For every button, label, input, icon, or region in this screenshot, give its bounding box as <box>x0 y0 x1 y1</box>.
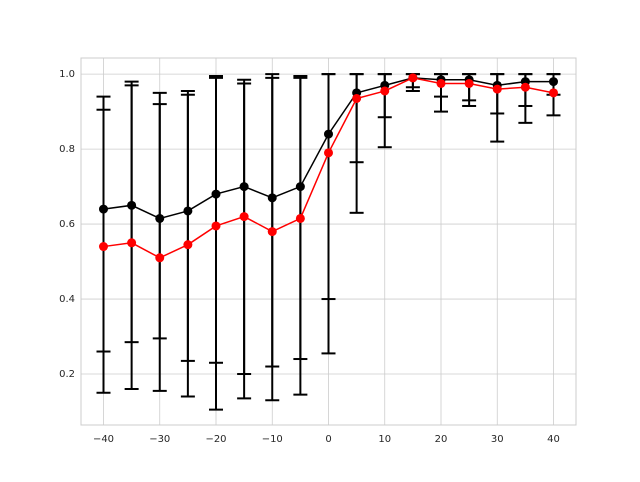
point <box>155 253 165 263</box>
point <box>127 200 137 210</box>
y-tick-label: 0.2 <box>59 369 75 380</box>
error-bar <box>293 76 308 396</box>
x-tick-label: −20 <box>205 434 226 445</box>
point <box>295 213 305 223</box>
point <box>99 242 108 252</box>
y-tick-label: 1.0 <box>59 69 75 80</box>
point <box>99 204 108 214</box>
x-tick-label: 20 <box>435 434 448 445</box>
point <box>324 148 333 158</box>
point <box>352 93 362 103</box>
x-tick-label: −10 <box>262 434 283 445</box>
x-tick-label: −30 <box>149 434 170 445</box>
y-tick-label: 0.6 <box>59 219 75 230</box>
y-tick-label: 0.4 <box>59 294 75 305</box>
point <box>183 206 193 216</box>
point <box>211 221 221 231</box>
point <box>267 227 277 237</box>
point <box>155 213 165 223</box>
x-tick-label: 10 <box>378 434 391 445</box>
error-bar <box>265 76 280 402</box>
point <box>183 240 193 250</box>
point <box>464 78 474 88</box>
point <box>239 182 249 192</box>
point <box>127 238 137 248</box>
error-bar <box>321 73 336 355</box>
point <box>380 86 390 96</box>
error-bar <box>237 82 252 400</box>
y-tick-label: 0.8 <box>59 144 75 155</box>
point <box>295 182 305 192</box>
x-tick-label: 40 <box>547 434 560 445</box>
point <box>239 212 249 222</box>
error-bar <box>152 103 167 392</box>
point <box>549 77 558 87</box>
x-tick-label: 30 <box>491 434 504 445</box>
point <box>549 88 558 98</box>
error-bar <box>209 76 223 411</box>
point <box>436 78 446 88</box>
point <box>211 189 221 199</box>
error-bar <box>96 108 111 394</box>
point <box>408 73 418 83</box>
point <box>492 84 502 94</box>
point <box>324 129 333 139</box>
x-tick-label: −40 <box>93 434 114 445</box>
error-bar <box>124 84 139 391</box>
point <box>520 82 530 92</box>
point <box>267 193 277 203</box>
x-tick-label: 0 <box>325 434 331 445</box>
